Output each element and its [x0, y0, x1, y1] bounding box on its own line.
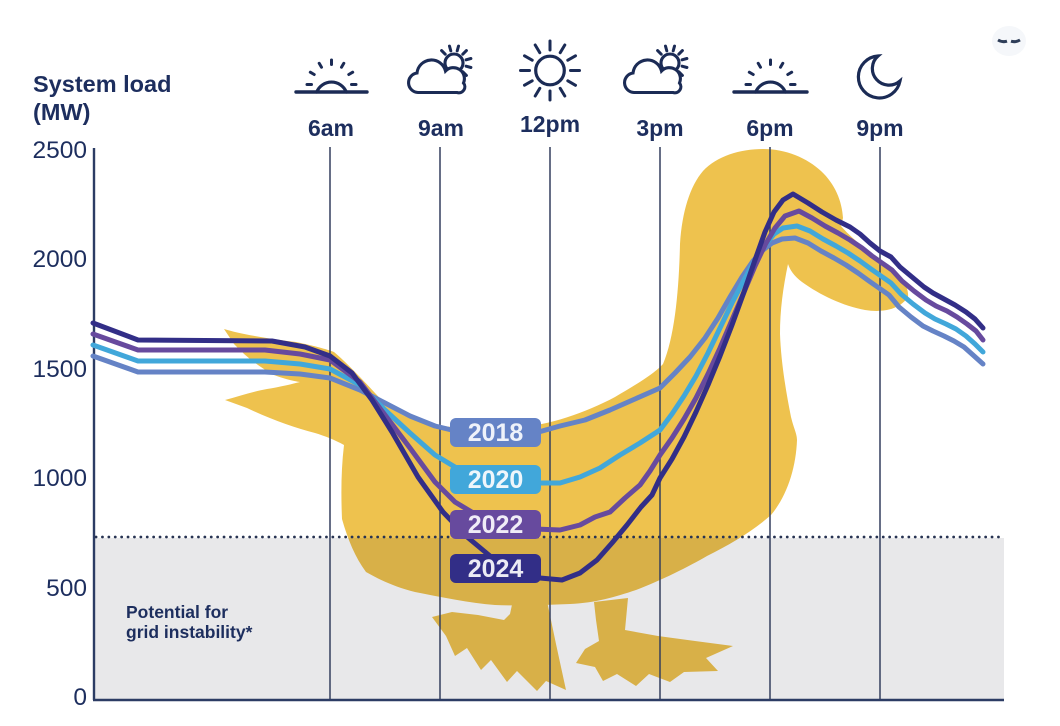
svg-text:System load: System load — [33, 71, 171, 97]
svg-text:3pm: 3pm — [636, 115, 683, 141]
svg-text:2018: 2018 — [468, 419, 524, 447]
svg-text:12pm: 12pm — [520, 111, 580, 137]
svg-text:2020: 2020 — [468, 466, 524, 494]
svg-text:1500: 1500 — [32, 356, 87, 383]
svg-text:0: 0 — [73, 684, 87, 711]
svg-text:9am: 9am — [418, 115, 464, 141]
svg-text:Potential for: Potential for — [126, 602, 228, 622]
svg-text:grid instability*: grid instability* — [126, 622, 253, 642]
svg-text:(MW): (MW) — [33, 99, 90, 125]
svg-text:2500: 2500 — [32, 137, 87, 164]
svg-text:500: 500 — [46, 575, 87, 602]
svg-text:1000: 1000 — [32, 465, 87, 492]
svg-text:9pm: 9pm — [856, 115, 903, 141]
svg-text:2000: 2000 — [32, 246, 87, 273]
svg-text:2022: 2022 — [468, 511, 524, 539]
svg-text:2024: 2024 — [468, 555, 524, 583]
svg-text:6am: 6am — [308, 115, 354, 141]
svg-text:6pm: 6pm — [746, 115, 793, 141]
